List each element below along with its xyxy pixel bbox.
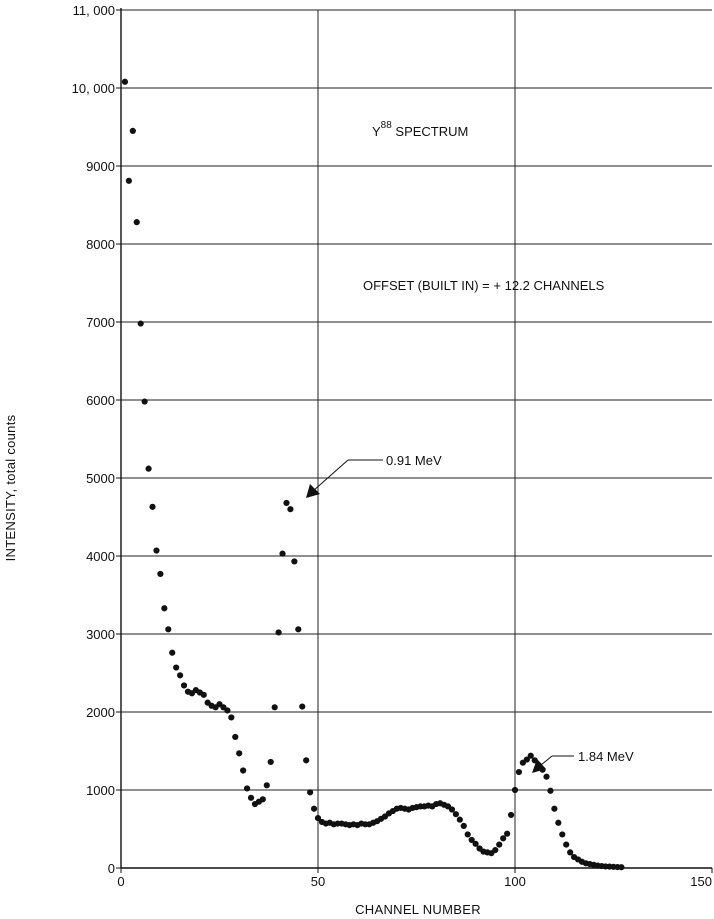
y-tick-label: 9000 xyxy=(86,159,115,174)
y-tick-label: 10, 000 xyxy=(72,81,115,96)
data-point xyxy=(555,819,562,826)
annotation-1-84-mev: 1.84 MeV xyxy=(532,749,634,773)
data-point xyxy=(507,811,515,819)
data-point xyxy=(515,768,523,776)
y-tick-label: 2000 xyxy=(86,705,115,720)
data-point xyxy=(125,177,132,184)
y-tick-label: 7000 xyxy=(86,315,115,330)
y-tick-label: 5000 xyxy=(86,471,115,486)
data-point xyxy=(275,629,282,636)
annotation-0-91-mev: 0.91 MeV xyxy=(306,453,442,498)
y-tick-label: 6000 xyxy=(86,393,115,408)
data-point xyxy=(456,816,463,823)
chart-title-rest: SPECTRUM xyxy=(392,124,469,139)
y-tick-label: 4000 xyxy=(86,549,115,564)
x-axis-title: CHANNEL NUMBER xyxy=(355,902,481,917)
annotation-1-84-mev-label: 1.84 MeV xyxy=(578,749,634,764)
data-point xyxy=(173,664,180,671)
data-point xyxy=(468,836,475,844)
data-point xyxy=(543,773,550,780)
data-point xyxy=(165,626,172,633)
data-point xyxy=(149,503,156,510)
data-point xyxy=(200,691,207,698)
data-point xyxy=(460,822,467,829)
offset-annotation: OFFSET (BUILT IN) = + 12.2 CHANNELS xyxy=(363,278,605,293)
y-tick-label: 0 xyxy=(108,861,115,876)
data-point xyxy=(129,127,136,134)
annotation-1-84-mev-arrow-shaft xyxy=(540,755,553,766)
y-tick-label: 8000 xyxy=(86,237,115,252)
x-tick-label: 0 xyxy=(117,874,124,889)
data-point xyxy=(247,794,255,801)
y-tick-label: 3000 xyxy=(86,627,115,642)
data-point xyxy=(500,835,507,842)
y-tick-label: 11, 000 xyxy=(73,3,115,18)
data-point xyxy=(504,830,511,837)
data-point xyxy=(303,757,310,764)
data-point xyxy=(137,320,144,327)
data-point xyxy=(563,841,570,848)
data-point xyxy=(145,465,152,472)
data-point xyxy=(299,703,306,710)
data-point xyxy=(224,707,231,714)
data-point xyxy=(496,841,503,848)
annotation-0-91-mev-arrow-shaft xyxy=(312,459,349,492)
data-point xyxy=(527,752,534,759)
chart-title: Y88 SPECTRUM xyxy=(372,120,468,139)
data-point xyxy=(567,849,574,856)
chart-title-superscript: 88 xyxy=(381,120,393,131)
data-point xyxy=(283,499,290,507)
data-point xyxy=(464,831,471,838)
data-point xyxy=(452,811,459,818)
y-tick-label: 1000 xyxy=(86,783,115,798)
data-point xyxy=(243,785,251,792)
data-point xyxy=(547,787,554,794)
annotation-0-91-mev-label: 0.91 MeV xyxy=(386,453,442,468)
data-point xyxy=(291,558,298,565)
data-point xyxy=(523,756,530,763)
data-point xyxy=(141,398,148,405)
data-point xyxy=(551,805,558,812)
data-point xyxy=(259,796,266,803)
data-point xyxy=(177,672,184,679)
x-tick-label: 50 xyxy=(311,874,325,889)
data-point xyxy=(161,605,168,612)
data-point xyxy=(511,786,519,794)
data-point xyxy=(307,789,314,796)
data-point xyxy=(157,570,164,578)
data-points xyxy=(121,78,625,871)
data-point xyxy=(240,767,247,774)
x-tick-label: 100 xyxy=(504,874,526,889)
data-point xyxy=(492,846,499,854)
annotation-1-84-mev-arrowhead xyxy=(532,759,546,773)
data-point xyxy=(618,864,625,871)
data-point xyxy=(267,758,274,766)
data-point xyxy=(472,840,479,847)
data-point xyxy=(314,814,322,822)
data-point xyxy=(279,550,286,557)
x-tick-label: 150 xyxy=(690,874,712,889)
data-point xyxy=(310,805,318,812)
y-axis-title: INTENSITY, total counts xyxy=(3,414,18,561)
annotation-0-91-mev-arrowhead xyxy=(306,484,320,498)
data-point xyxy=(169,649,176,656)
data-point xyxy=(121,78,129,85)
data-point xyxy=(287,506,294,513)
data-point xyxy=(232,733,239,741)
data-point xyxy=(236,750,243,757)
data-point xyxy=(295,626,302,633)
data-point xyxy=(448,806,456,813)
data-point xyxy=(133,219,140,226)
data-point xyxy=(263,782,270,789)
data-point xyxy=(153,547,160,554)
data-point xyxy=(228,714,235,721)
tick-labels: 010002000300040005000600070008000900010,… xyxy=(72,3,713,889)
data-point xyxy=(180,682,188,689)
grid xyxy=(121,9,712,868)
data-point xyxy=(559,831,566,838)
chart-title-base: Y xyxy=(372,124,381,139)
data-point xyxy=(271,704,278,711)
